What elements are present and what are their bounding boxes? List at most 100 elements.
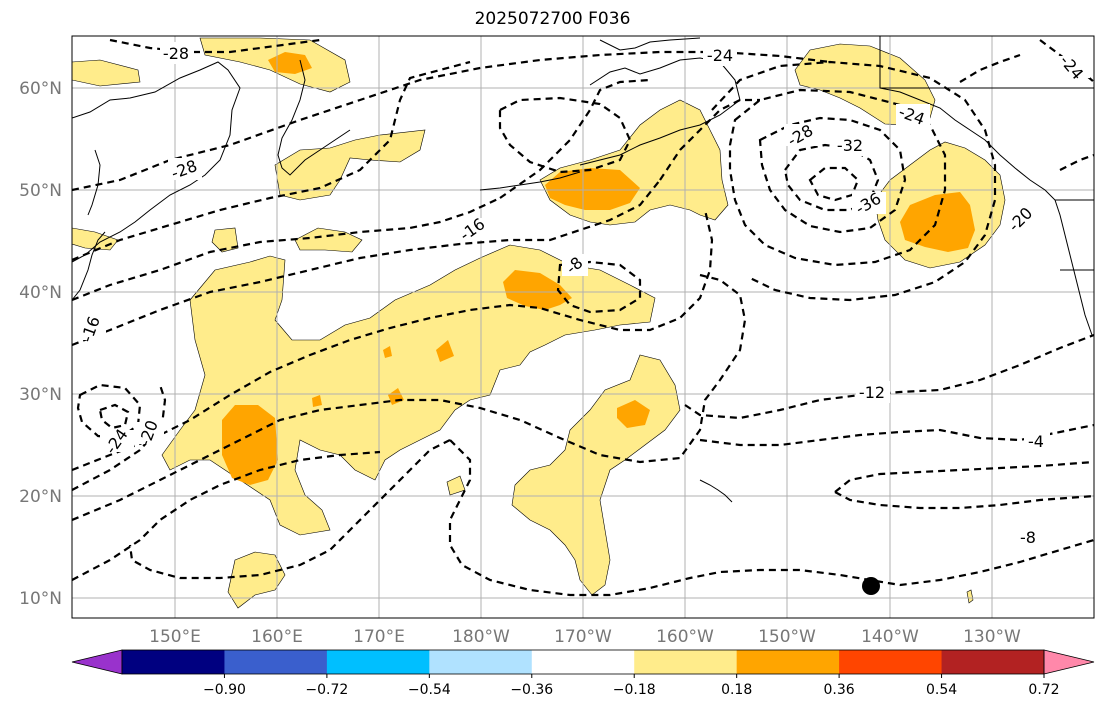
coastline-asia (72, 61, 241, 263)
contour-line (711, 60, 997, 302)
dark-region-mid (503, 270, 572, 310)
lon-tick-label: 180°W (452, 627, 510, 647)
colorbar-border (121, 649, 1045, 675)
contour-line (684, 333, 1094, 420)
colorbar-segment (224, 650, 328, 674)
contour-line (659, 98, 760, 181)
colorbar-label: −0.36 (510, 682, 553, 698)
dark-region-west (222, 405, 278, 485)
colorbar-label: 0.36 (824, 682, 855, 698)
colorbar-segment (326, 650, 430, 674)
colorbar-label: −0.54 (408, 682, 451, 698)
contour-label: -12 (856, 381, 890, 403)
svg-text:-32: -32 (837, 136, 863, 155)
colorbar-label: 0.18 (721, 682, 752, 698)
contour-line (699, 423, 1094, 447)
contour-label: -24 (1056, 51, 1090, 83)
lat-tick-label: 50°N (19, 181, 62, 201)
contour-line (783, 143, 880, 212)
dark-region-tiny-4 (312, 395, 322, 407)
coastline-hawaii (699, 479, 733, 503)
contour-line (834, 460, 1094, 493)
lat-tick-label: 10°N (19, 589, 62, 609)
colorbar-extend-low (71, 649, 123, 675)
colorbar-segment (531, 650, 635, 674)
contour-line (72, 60, 471, 262)
coastline-bering-north (599, 37, 701, 51)
contour-line (499, 78, 651, 199)
svg-text:-12: -12 (859, 383, 885, 402)
contour-label: -4 (1024, 430, 1050, 452)
dark-region-aleutian (545, 168, 640, 210)
latitude-labels: 60°N 50°N 40°N 30°N 20°N 10°N (19, 79, 62, 609)
svg-text:-24: -24 (707, 46, 733, 65)
map-title: 2025072700 F036 (474, 9, 631, 29)
contour-label: -20 (134, 418, 164, 449)
contour-line (72, 209, 714, 472)
contour-line (72, 50, 831, 192)
contour-label: -28 (168, 156, 202, 183)
colorbar-extend-high (1043, 649, 1095, 675)
lat-tick-label: 20°N (19, 487, 62, 507)
contours (72, 38, 1094, 597)
shade-region-kamchatka (274, 129, 426, 201)
contour-label: -16 (76, 314, 106, 345)
contour-line (72, 450, 381, 581)
lon-tick-label: 140°W (861, 627, 919, 647)
colorbar-segment (122, 650, 225, 674)
contour-label: -8 (562, 253, 588, 278)
lon-tick-label: 160°E (251, 627, 303, 647)
dark-region-pnw (900, 192, 975, 252)
dark-region-tiny-1 (383, 346, 392, 358)
coastline-alaska (579, 57, 741, 166)
colorbar-label: 0.54 (926, 682, 957, 698)
lat-tick-label: 60°N (19, 79, 62, 99)
contour-label: -20 (1004, 203, 1038, 235)
colorbar-label: −0.18 (613, 682, 656, 698)
shade-region-small-3 (446, 475, 466, 496)
lon-tick-label: 150°W (758, 627, 816, 647)
longitude-labels: 150°E 160°E 170°E 180°W 170°W 160°W 150°… (149, 627, 1021, 647)
contour-label: -16 (456, 214, 490, 245)
contour-line (498, 96, 632, 174)
shaded-dark-regions (222, 52, 975, 485)
contour-line (448, 439, 1094, 597)
coastline-canada (879, 87, 1093, 336)
contour-line (758, 116, 907, 234)
contour-line (728, 88, 947, 267)
lon-tick-label: 170°E (353, 627, 405, 647)
coastline-aleutians (479, 171, 581, 191)
contour-line (556, 260, 642, 314)
contour-line (128, 439, 451, 580)
lon-tick-label: 170°W (554, 627, 612, 647)
lat-tick-label: 40°N (19, 283, 62, 303)
contour-label: -32 (834, 134, 868, 156)
dark-region-north (268, 52, 312, 74)
colorbar-label: 0.72 (1028, 682, 1059, 698)
contour-line (808, 166, 860, 202)
svg-text:-8: -8 (1020, 528, 1036, 547)
map-frame (71, 35, 1095, 619)
contour-line (109, 38, 321, 54)
colorbar-segment (634, 650, 738, 674)
colorbar: −0.90 −0.72 −0.54 −0.36 −0.18 0.18 0.36 0.54 0.7… (71, 649, 1095, 698)
colorbar-segment (736, 650, 840, 674)
svg-text:-28: -28 (163, 44, 189, 63)
lon-tick-label: 130°W (963, 627, 1021, 647)
storm-center-dot (862, 577, 880, 595)
coastlines (72, 36, 1094, 503)
contour-label: -24 (703, 44, 737, 66)
coastline-japan (72, 231, 106, 301)
colorbar-segment (429, 650, 533, 674)
contour-label-group: -28 -24 -24 -24 -28 -28 (76, 42, 1090, 548)
contour-line (72, 179, 661, 347)
lon-tick-label: 150°E (149, 627, 201, 647)
lon-tick-label: 160°W (656, 627, 714, 647)
colorbar-segment (941, 650, 1045, 674)
shade-region-tiny (966, 589, 974, 604)
contour-label: -36 (852, 189, 886, 218)
dark-region-tiny-2 (436, 340, 454, 362)
shade-region-north-left (72, 59, 141, 87)
svg-text:-4: -4 (1028, 432, 1044, 451)
